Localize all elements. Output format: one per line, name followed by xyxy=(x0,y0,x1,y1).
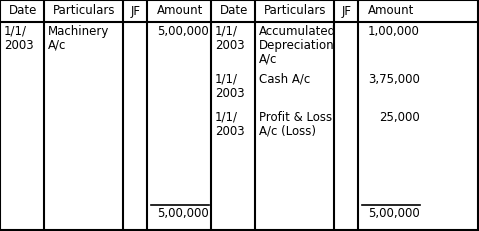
Text: A/c: A/c xyxy=(259,53,277,66)
Text: JF: JF xyxy=(342,4,352,18)
Text: Date: Date xyxy=(9,4,37,18)
Text: Particulars: Particulars xyxy=(53,4,116,18)
Text: 1/1/: 1/1/ xyxy=(215,25,238,38)
Text: 1/1/: 1/1/ xyxy=(4,25,27,38)
Text: 1,00,000: 1,00,000 xyxy=(368,25,420,38)
Text: 5,00,000: 5,00,000 xyxy=(157,207,209,220)
Text: 2003: 2003 xyxy=(4,39,34,52)
Text: Amount: Amount xyxy=(368,4,414,18)
Text: Amount: Amount xyxy=(157,4,203,18)
Text: Date: Date xyxy=(220,4,248,18)
Text: 5,00,000: 5,00,000 xyxy=(368,207,420,220)
Text: Accumulated: Accumulated xyxy=(259,25,336,38)
Text: 2003: 2003 xyxy=(215,87,245,100)
Text: Cash A/c: Cash A/c xyxy=(259,73,310,86)
Text: 1/1/: 1/1/ xyxy=(215,73,238,86)
Text: 1/1/: 1/1/ xyxy=(215,111,238,124)
Text: Machinery: Machinery xyxy=(48,25,109,38)
Text: 5,00,000: 5,00,000 xyxy=(157,25,209,38)
Text: A/c: A/c xyxy=(48,39,67,52)
Text: JF: JF xyxy=(131,4,141,18)
Text: Particulars: Particulars xyxy=(264,4,327,18)
Text: 3,75,000: 3,75,000 xyxy=(368,73,420,86)
Text: A/c (Loss): A/c (Loss) xyxy=(259,125,316,138)
Text: Depreciation: Depreciation xyxy=(259,39,335,52)
Text: Profit & Loss: Profit & Loss xyxy=(259,111,332,124)
Text: 25,000: 25,000 xyxy=(379,111,420,124)
Text: 2003: 2003 xyxy=(215,125,245,138)
Text: 2003: 2003 xyxy=(215,39,245,52)
